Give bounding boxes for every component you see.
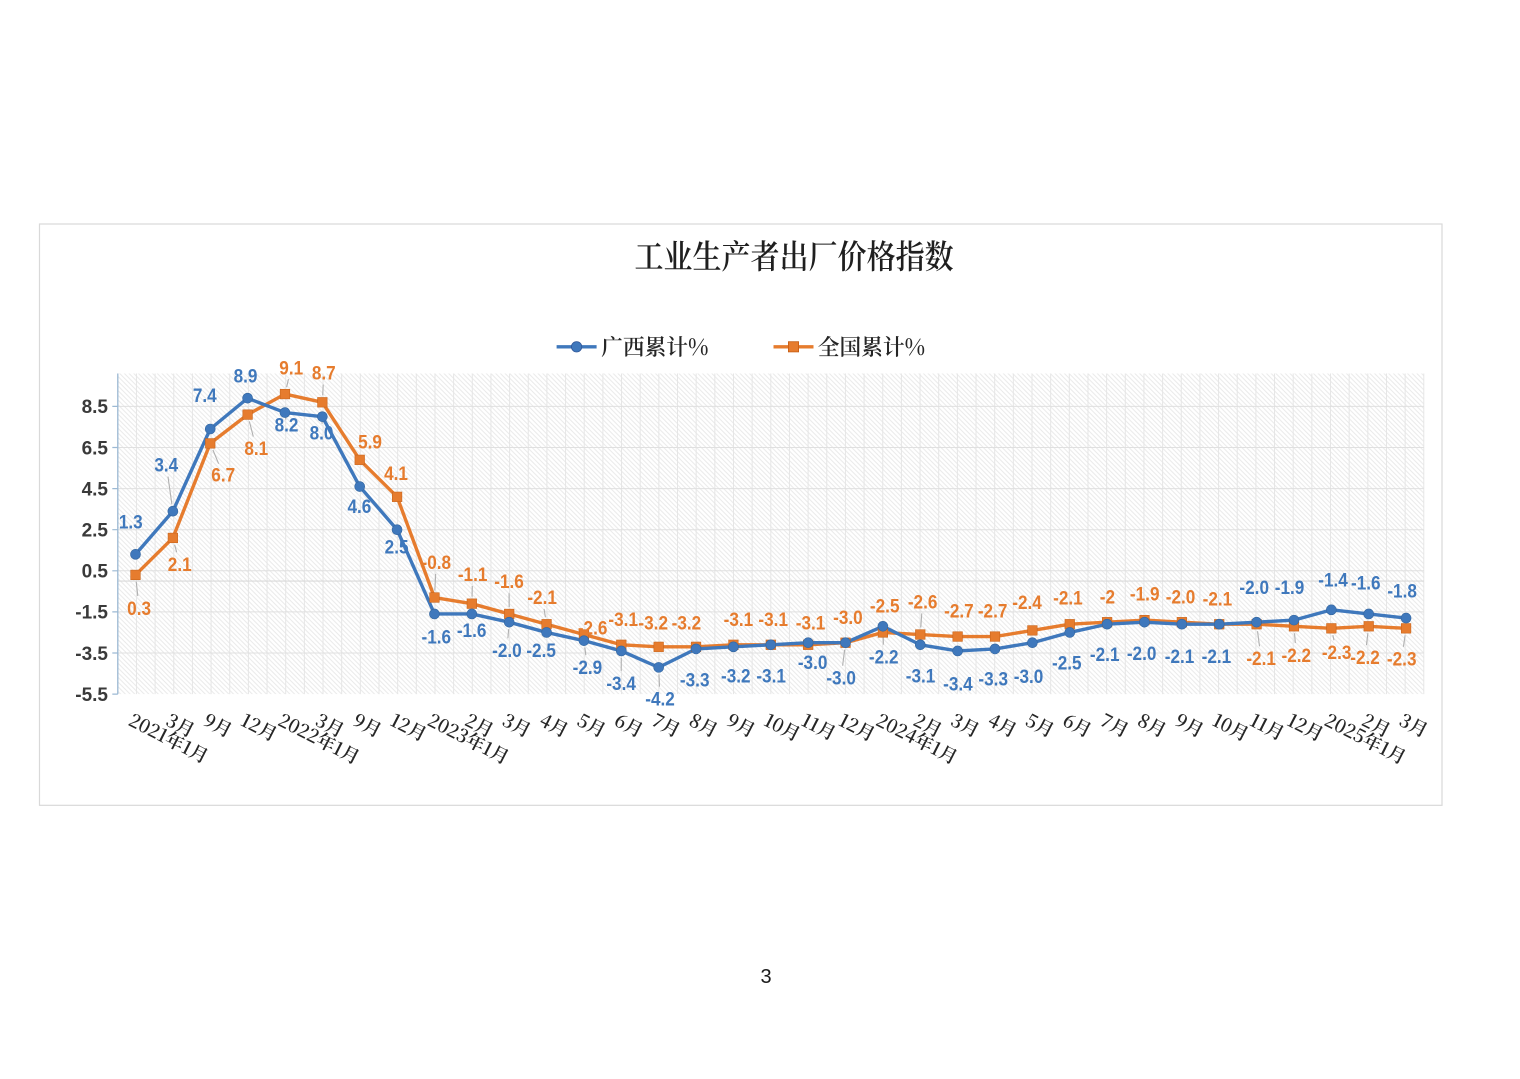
svg-text:-4.2: -4.2 [645, 688, 675, 710]
svg-text:-1.6: -1.6 [457, 619, 487, 641]
svg-text:4.6: 4.6 [347, 495, 371, 517]
svg-text:-1.9: -1.9 [1275, 576, 1305, 598]
svg-text:-3.0: -3.0 [833, 606, 863, 628]
svg-text:-3.1: -3.1 [608, 608, 638, 630]
svg-text:-1.5: -1.5 [75, 603, 108, 624]
svg-text:-2.5: -2.5 [1052, 651, 1082, 673]
svg-text:-2.1: -2.1 [1053, 586, 1083, 608]
svg-text:0.3: 0.3 [127, 597, 151, 619]
svg-text:8.2: 8.2 [275, 413, 299, 435]
svg-text:-2.1: -2.1 [1203, 588, 1233, 610]
svg-text:-3.2: -3.2 [638, 611, 668, 633]
svg-text:-2.1: -2.1 [1202, 645, 1232, 667]
svg-text:6.5: 6.5 [82, 438, 109, 459]
svg-text:-1.6: -1.6 [1351, 571, 1381, 593]
svg-text:-3.1: -3.1 [758, 608, 788, 630]
svg-text:2.5: 2.5 [385, 535, 409, 557]
svg-text:-3.1: -3.1 [756, 664, 786, 686]
svg-text:-2.0: -2.0 [1166, 585, 1196, 607]
svg-text:2.5: 2.5 [82, 520, 109, 541]
svg-text:-2.0: -2.0 [1127, 642, 1157, 664]
svg-text:-2.4: -2.4 [1012, 591, 1042, 613]
svg-text:-2.6: -2.6 [908, 590, 938, 612]
svg-text:4.1: 4.1 [384, 462, 408, 484]
svg-text:-5.5: -5.5 [75, 685, 108, 706]
svg-text:1.3: 1.3 [119, 510, 143, 532]
svg-text:4.5: 4.5 [82, 479, 109, 500]
svg-text:-2.2: -2.2 [1350, 646, 1380, 668]
svg-text:-2.9: -2.9 [573, 656, 603, 678]
svg-text:-2.6: -2.6 [578, 616, 608, 638]
svg-text:8.9: 8.9 [234, 364, 258, 386]
svg-text:-2.1: -2.1 [1246, 647, 1276, 669]
svg-text:-3.0: -3.0 [826, 666, 856, 688]
svg-text:-2.1: -2.1 [1090, 643, 1120, 665]
svg-text:-2: -2 [1100, 585, 1115, 607]
svg-text:-2.3: -2.3 [1322, 641, 1352, 663]
svg-text:-3.0: -3.0 [798, 651, 828, 673]
svg-text:-3.4: -3.4 [606, 672, 636, 694]
svg-text:0.5: 0.5 [82, 562, 109, 583]
svg-text:8.5: 8.5 [82, 397, 109, 418]
svg-text:2.1: 2.1 [168, 553, 192, 575]
svg-text:-3.2: -3.2 [672, 611, 702, 633]
svg-text:8.7: 8.7 [312, 361, 336, 383]
svg-text:-2.0: -2.0 [492, 639, 522, 661]
svg-text:-3.4: -3.4 [943, 672, 973, 694]
svg-text:-0.8: -0.8 [422, 551, 452, 573]
svg-text:6.7: 6.7 [211, 464, 235, 486]
svg-text:-2.2: -2.2 [1282, 644, 1312, 666]
svg-text:9.1: 9.1 [279, 356, 303, 378]
svg-text:-1.9: -1.9 [1130, 582, 1160, 604]
svg-text:-3.3: -3.3 [680, 669, 710, 691]
svg-text:3: 3 [760, 966, 771, 988]
svg-text:7.4: 7.4 [193, 384, 218, 406]
svg-text:3.4: 3.4 [154, 454, 179, 476]
svg-text:-2.1: -2.1 [527, 586, 557, 608]
svg-text:-3.1: -3.1 [724, 608, 754, 630]
svg-text:-3.0: -3.0 [1014, 665, 1044, 687]
svg-text:-1.6: -1.6 [494, 570, 524, 592]
svg-text:-2.2: -2.2 [869, 645, 899, 667]
svg-text:-3.3: -3.3 [978, 668, 1008, 690]
svg-text:5.9: 5.9 [358, 430, 382, 452]
svg-text:-1.6: -1.6 [422, 625, 452, 647]
svg-text:-3.1: -3.1 [796, 611, 826, 633]
svg-text:-2.3: -2.3 [1387, 648, 1417, 670]
svg-text:8.1: 8.1 [244, 437, 268, 459]
svg-text:8.0: 8.0 [310, 422, 334, 444]
svg-text:-2.1: -2.1 [1165, 645, 1195, 667]
svg-text:-3.2: -3.2 [721, 664, 751, 686]
svg-text:-3.1: -3.1 [906, 664, 936, 686]
svg-text:-2.5: -2.5 [870, 594, 900, 616]
svg-text:-2.7: -2.7 [978, 600, 1008, 622]
svg-text:-2.0: -2.0 [1239, 576, 1269, 598]
svg-text:-2.5: -2.5 [526, 639, 556, 661]
svg-text:-1.4: -1.4 [1318, 568, 1348, 590]
svg-text:-2.7: -2.7 [944, 600, 974, 622]
svg-text:-3.5: -3.5 [75, 644, 108, 665]
svg-text:-1.1: -1.1 [458, 563, 488, 585]
svg-text:-1.8: -1.8 [1387, 580, 1417, 602]
